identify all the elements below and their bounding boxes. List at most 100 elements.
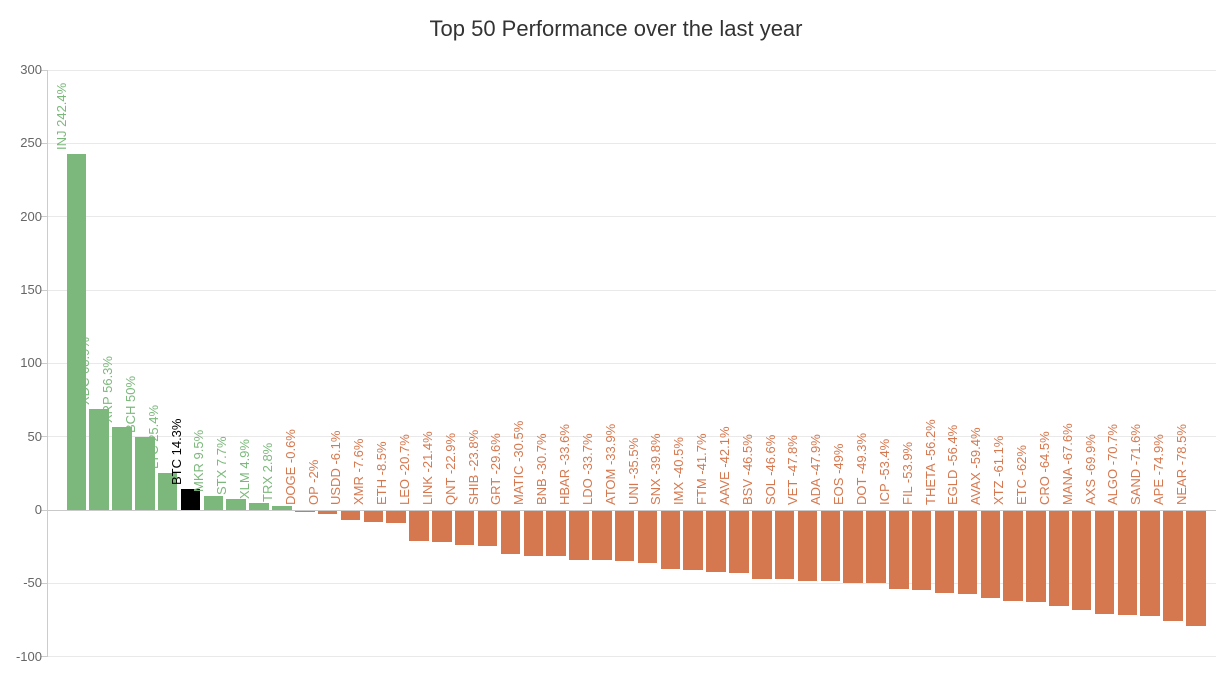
bar-imx	[683, 511, 703, 571]
bar-label-ftm: FTM -41.7%	[694, 433, 710, 505]
bar-label-op: OP -2%	[305, 459, 321, 505]
bar-ldo	[592, 511, 612, 561]
bar-theta	[934, 511, 955, 594]
bar-avax	[980, 511, 1000, 599]
bar-label-stx: STX 7.7%	[214, 436, 230, 495]
bar-trx	[272, 505, 292, 510]
bar-mkr	[203, 496, 224, 510]
bar-btc	[180, 489, 201, 510]
bar-shib	[477, 511, 498, 546]
bar-label-snx: SNX -39.8%	[648, 433, 664, 505]
bar-label-bsv: BSV -46.5%	[739, 434, 755, 505]
bar-ada	[820, 511, 841, 582]
bar-xdc	[89, 408, 109, 510]
bar-uni	[637, 511, 658, 564]
bar-inj	[66, 154, 86, 510]
bar-label-mana: MANA -67.6%	[1059, 423, 1075, 505]
bar-label-uni: UNI -35.5%	[625, 437, 641, 505]
axis-tick	[41, 509, 47, 511]
bar-xmr	[363, 511, 384, 523]
bar-eth	[386, 511, 406, 524]
gridline	[47, 656, 1216, 658]
y-axis-tick-label: 0	[34, 502, 42, 517]
bar-label-xmr: XMR -7.6%	[351, 438, 367, 505]
bar-bnb	[546, 511, 566, 557]
bar-label-near: NEAR -78.5%	[1173, 424, 1189, 505]
bar-label-dot: DOT -49.3%	[854, 432, 869, 505]
chart-title: Top 50 Performance over the last year	[429, 16, 803, 41]
bar-label-aave: AAVE -42.1%	[716, 426, 732, 505]
axis-tick	[41, 69, 47, 71]
bar-label-avax: AVAX -59.4%	[968, 427, 984, 505]
axis-tick	[41, 142, 47, 144]
bar-eos	[843, 511, 863, 583]
bar-dot	[866, 511, 886, 584]
bar-doge	[295, 511, 315, 512]
bar-label-bnb: BNB -30.7%	[534, 433, 550, 505]
y-axis-tick-label: -100	[15, 648, 42, 664]
gridline	[47, 362, 1216, 364]
bar-axs	[1094, 511, 1115, 614]
bar-stx	[226, 498, 246, 510]
bar-label-icp: ICP -53.4%	[876, 438, 892, 505]
bar-label-etc: ETC -62%	[1013, 445, 1029, 505]
bar-label-hbar: HBAR -33.6%	[556, 424, 572, 505]
bar-label-xdc: XDC 68.9%	[77, 337, 93, 405]
bar-link	[432, 511, 452, 543]
bar-snx	[660, 511, 681, 570]
bar-label-usdd: USDD -6.1%	[328, 430, 344, 505]
bar-label-ltc: LTC 25.4%	[145, 404, 161, 469]
axis-tick	[41, 216, 47, 218]
bar-label-ape: APE -74.9%	[1151, 434, 1167, 505]
bar-icp	[889, 511, 909, 590]
bar-label-shib: SHIB -23.8%	[465, 429, 481, 505]
bar-label-sol: SOL -46.6%	[762, 434, 778, 505]
bar-label-xrp: XRP 56.3%	[99, 356, 115, 424]
bar-label-ada: ADA -47.9%	[808, 434, 824, 505]
bar-label-xlm: XLM 4.9%	[237, 438, 253, 499]
bar-label-ldo: LDO -33.7%	[579, 433, 595, 505]
bar-cro	[1049, 511, 1069, 606]
y-axis-tick-label: 50	[27, 428, 42, 444]
y-axis-tick-label: 100	[20, 355, 42, 371]
bar-grt	[500, 511, 521, 555]
bar-leo	[409, 511, 429, 542]
bar-usdd	[340, 511, 361, 520]
bar-qnt	[454, 511, 475, 545]
gridline	[47, 216, 1216, 218]
y-axis-tick-label: 250	[20, 135, 42, 151]
bar-label-leo: LEO -20.7%	[397, 434, 412, 505]
bar-aave	[729, 511, 749, 573]
bar-label-xtz: XTZ -61.1%	[991, 435, 1007, 505]
bar-label-axs: AXS -69.9%	[1082, 434, 1098, 505]
bar-label-eth: ETH -8.5%	[374, 441, 390, 505]
bar-near	[1186, 511, 1206, 627]
axis-tick	[41, 289, 47, 291]
bar-sand	[1140, 511, 1160, 616]
bar-vet	[797, 511, 818, 582]
bar-label-egld: EGLD -56.4%	[945, 424, 961, 505]
axis-tick	[41, 362, 47, 364]
gridline	[47, 289, 1216, 291]
bar-label-cro: CRO -64.5%	[1036, 431, 1052, 505]
bar-sol	[774, 511, 795, 580]
gridline	[47, 142, 1216, 144]
bar-matic	[523, 511, 543, 556]
y-axis-tick-label: 150	[20, 282, 42, 297]
bar-label-btc: BTC 14.3%	[168, 418, 184, 486]
gridline	[47, 436, 1216, 438]
bar-label-trx: TRX 2.8%	[259, 442, 275, 502]
bar-xlm	[249, 502, 269, 510]
bar-label-algo: ALGO -70.7%	[1105, 424, 1121, 505]
bar-hbar	[569, 511, 589, 561]
bar-xtz	[1003, 511, 1023, 601]
bar-label-link: LINK -21.4%	[419, 431, 435, 505]
y-axis-line	[47, 70, 48, 657]
bar-label-atom: ATOM -33.9%	[602, 423, 618, 505]
gridline	[47, 69, 1216, 71]
bar-label-matic: MATIC -30.5%	[511, 420, 527, 505]
bar-label-doge: DOGE -0.6%	[282, 429, 298, 505]
bar-label-eos: EOS -49%	[831, 443, 847, 505]
bar-ltc	[157, 472, 178, 510]
